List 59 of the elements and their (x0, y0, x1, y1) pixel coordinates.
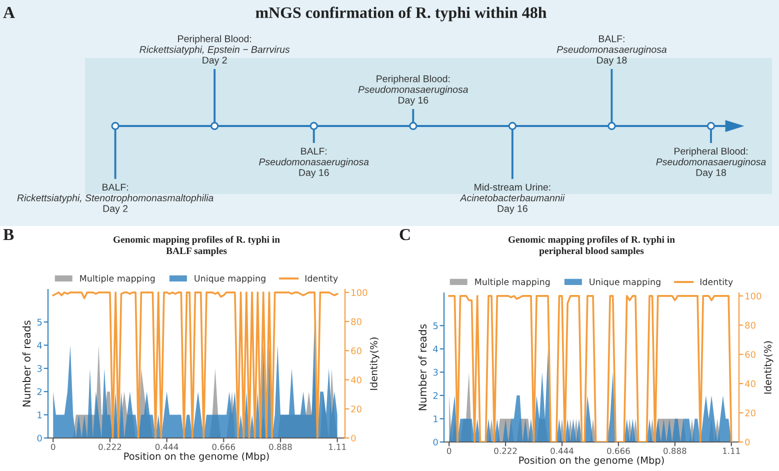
y2-axis-title: Identity(%) (764, 341, 774, 394)
y-tick-label: 5 (433, 322, 438, 330)
y-axis-title: Number of reads (418, 324, 427, 410)
y-tick-label: 1 (434, 416, 438, 422)
text: C (400, 228, 410, 240)
y-tick-label: 3 (37, 365, 42, 372)
y2-tick-label: 60 (351, 347, 362, 354)
legend-label: Multiple mapping (80, 274, 155, 284)
text: BALF: Rickettsiatyphi, Stenotrophomonasmaltophilia Day 2 (17, 184, 214, 214)
y2-tick-label: 60 (745, 351, 756, 358)
y-tick-label: 4 (37, 342, 42, 349)
text: Peripheral Blood: Rickettsiatyphi, Epstein − Barrvirus Day 2 (140, 35, 290, 66)
y-tick-label: 2 (433, 392, 438, 399)
y2-tick-label: 80 (351, 318, 362, 326)
x-tick-label: 0 (446, 448, 452, 454)
legend-label: Identity (305, 274, 338, 284)
x-tick-label: 1.11 (328, 444, 346, 450)
y2-tick-label: 40 (744, 380, 756, 388)
x-tick-label: 0.888 (269, 444, 292, 450)
legend-label: Unique mapping (194, 274, 266, 284)
legend-label: Multiple mapping (475, 278, 550, 287)
chart-title: Genomic mapping profiles of R. typhi in BALF samples (113, 236, 280, 256)
y-tick-label: 2 (37, 388, 42, 396)
y-tick-label: 5 (37, 318, 42, 326)
y2-tick-label: 20 (351, 406, 362, 412)
y-tick-label: 1 (38, 412, 42, 418)
x-tick-label: 1.11 (723, 448, 740, 454)
legend-label: Unique mapping (590, 278, 660, 287)
y-tick-label: 0 (37, 434, 42, 442)
x-tick-label: 0.888 (664, 448, 686, 454)
x-tick-label: 0.444 (155, 444, 178, 450)
y-axis-title: Number of reads (22, 320, 31, 406)
x-tick-label: 0.666 (607, 448, 630, 454)
x-axis-title: Position on the genome (Mbp) (124, 452, 269, 462)
y2-tick-label: 80 (745, 322, 756, 329)
y2-axis-title: Identity(%) (370, 338, 380, 390)
legend-label: Identity (700, 278, 733, 287)
x-tick-label: 0.222 (494, 448, 517, 454)
y2-tick-label: 100 (746, 292, 762, 300)
text: Peripheral Blood: Pseudomonasaeruginosa Day 16 (358, 75, 468, 106)
y2-tick-label: 40 (350, 376, 362, 384)
text: BALF: Pseudomonasaeruginosa Day 16 (259, 148, 369, 178)
x-tick-label: 0.666 (212, 444, 236, 450)
y2-tick-label: 100 (352, 289, 368, 296)
y2-tick-label: 20 (745, 410, 756, 416)
y-tick-label: 3 (433, 368, 438, 376)
text: mNGS confirmation of R. typhi within 48h (256, 6, 547, 22)
x-axis-title: Position on the genome (Mbp) (519, 456, 664, 466)
x-tick-label: 0.222 (98, 444, 122, 450)
text: Mid-stream Urine: Acinetobacterbaumannii Day 16 (460, 183, 565, 214)
x-tick-label: 0 (51, 444, 56, 450)
text: B (3, 229, 14, 240)
chart-title: Genomic mapping profiles of R. typhi in peripheral blood samples (508, 236, 675, 256)
x-tick-label: 0.444 (550, 448, 574, 454)
text: BALF: Pseudomonasaeruginosa Day 18 (556, 35, 667, 66)
y-tick-label: 4 (433, 346, 438, 352)
y2-tick-label: 0 (351, 434, 356, 442)
text: Peripheral Blood: Pseudomonasaeruginosa Day 18 (656, 147, 766, 178)
text: A (3, 7, 15, 18)
